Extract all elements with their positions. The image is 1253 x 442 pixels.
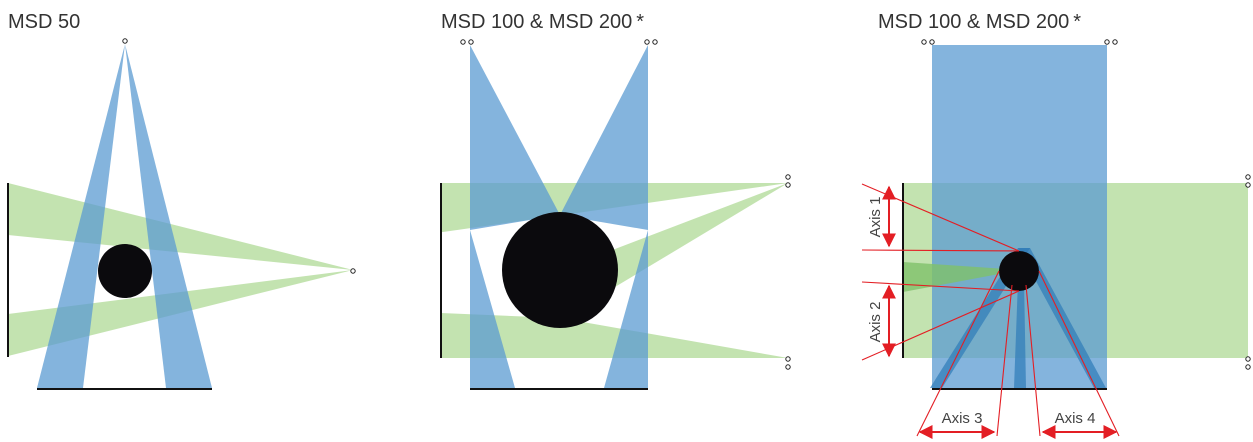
panel-title: MSD 50 [8, 11, 80, 33]
svg-text:MSD 100 & MSD 200*: MSD 100 & MSD 200 * [441, 11, 644, 33]
target-object [999, 251, 1039, 291]
target-object [98, 244, 152, 298]
panel-title: MSD 100 & MSD 200 [878, 11, 1069, 33]
axis1-label: Axis 1 [867, 197, 884, 238]
axis3-label: Axis 3 [942, 410, 983, 427]
panel-msd100-200: MSD 100 & MSD 200 * [441, 11, 790, 389]
emitter-dot [123, 39, 127, 43]
footnote-asterisk: * [636, 11, 644, 33]
emitter-dot [351, 269, 355, 273]
axis4-label: Axis 4 [1055, 410, 1096, 427]
footnote-asterisk: * [1073, 11, 1081, 33]
panel-title: MSD 100 & MSD 200 [441, 11, 632, 33]
svg-text:MSD 100 & MSD 200*: MSD 100 & MSD 200 * [878, 11, 1081, 33]
target-object [502, 212, 618, 328]
panel-msd100-200-axes: MSD 100 & MSD 200 * [862, 11, 1250, 436]
panel-msd50: MSD 50 [8, 11, 355, 389]
axis2-label: Axis 2 [867, 302, 884, 343]
